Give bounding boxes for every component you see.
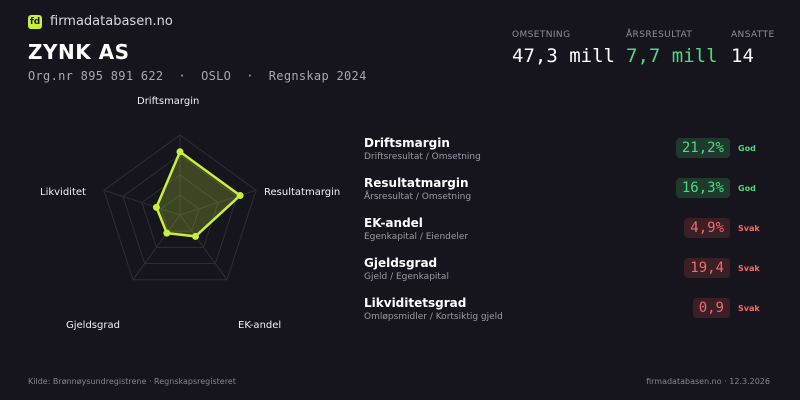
kpi-employees-label: ANSATTE — [731, 30, 775, 40]
radar-axis-label-gjeldsgrad: Gjeldsgrad — [66, 320, 120, 331]
brand[interactable]: fd firmadatabasen.no — [28, 14, 173, 29]
radar-ring — [141, 174, 219, 248]
metric-desc: Gjeld / Egenkapital — [364, 272, 449, 282]
radar-point-gjeldsgrad — [163, 229, 171, 237]
kpi-net-result: ÅRSRESULTAT 7,7 mill — [626, 30, 718, 67]
brand-header: fd firmadatabasen.no — [28, 14, 173, 29]
radar-ring — [103, 134, 257, 281]
radar-ring — [122, 154, 238, 265]
metric-status-badge: God — [738, 184, 756, 193]
footer-source: Kilde: Brønnøysundregistrene · Regnskaps… — [28, 377, 236, 386]
metric-title: Resultatmargin — [364, 176, 469, 190]
metric-title: Driftsmargin — [364, 136, 450, 150]
kpi-employees-value: 14 — [731, 45, 754, 67]
kpi-revenue: OMSETNING 47,3 mill — [512, 30, 615, 67]
metric-status-badge: Svak — [738, 304, 760, 313]
radar-point-ek-andel — [192, 232, 200, 240]
radar-axis-label-likviditet: Likviditet — [40, 187, 86, 198]
metric-title: Gjeldsgrad — [364, 256, 438, 270]
metric-desc: Omløpsmidler / Kortsiktig gjeld — [364, 312, 503, 322]
metric-desc: Egenkapital / Eiendeler — [364, 232, 469, 242]
metric-status-badge: Svak — [738, 224, 760, 233]
radar-spoke — [179, 214, 228, 281]
radar-axis-label-resultatmargin: Resultatmargin — [264, 187, 341, 198]
metric-value-badge: 21,2% — [675, 138, 730, 158]
metric-status-badge: Svak — [738, 264, 760, 273]
metric-value-badge: 19,4 — [684, 258, 730, 278]
kpi-employees: ANSATTE 14 — [731, 30, 775, 67]
radar-grid — [103, 134, 257, 281]
radar-spoke — [103, 189, 181, 216]
metric-row-ek-andel: EK-andel Egenkapital / Eiendeler — [364, 216, 468, 242]
metric-row-driftsmargin: Driftsmargin Driftsresultat / Omsetning — [364, 136, 481, 162]
radar-point-likviditet — [152, 203, 160, 211]
kpi-net-result-label: ÅRSRESULTAT — [626, 30, 693, 40]
radar-spoke — [132, 214, 181, 281]
kpi-net-result-value: 7,7 mill — [626, 45, 718, 67]
metric-status-badge: God — [738, 144, 756, 153]
kpi-revenue-value: 47,3 mill — [512, 45, 615, 67]
metric-value-badge: 4,9% — [684, 218, 730, 238]
radar-axis-label-ek-andel: EK-andel — [238, 320, 282, 331]
metric-desc: Driftsresultat / Omsetning — [364, 152, 481, 162]
metric-value-badge: 16,3% — [675, 178, 730, 198]
radar-spokes — [103, 135, 257, 281]
brand-name: firmadatabasen.no — [50, 14, 173, 29]
metric-row-gjeldsgrad: Gjeldsgrad Gjeld / Egenkapital — [364, 256, 449, 282]
metric-row-resultatmargin: Resultatmargin Årsresultat / Omsetning — [364, 176, 471, 202]
metric-title: EK-andel — [364, 216, 423, 230]
metric-value-badge: 0,9 — [692, 298, 730, 318]
metric-row-likviditetsgrad: Likviditetsgrad Omløpsmidler / Kortsikti… — [364, 296, 503, 322]
radar-area — [155, 150, 242, 238]
company-name: ZYNK AS — [28, 40, 130, 64]
radar-point-driftsmargin — [176, 148, 184, 156]
metric-desc: Årsresultat / Omsetning — [364, 192, 472, 202]
radar-axis-label-driftsmargin: Driftsmargin — [137, 96, 200, 107]
company-subline: Org.nr 895 891 622 · OSLO · Regnskap 202… — [28, 69, 367, 83]
kpi-revenue-label: OMSETNING — [512, 30, 571, 40]
radar-point-resultatmargin — [236, 191, 244, 199]
radar-ring — [160, 194, 200, 232]
radar-spoke — [179, 189, 257, 216]
metric-title: Likviditetsgrad — [364, 296, 467, 310]
brand-logo: fd — [28, 14, 42, 29]
radar-points — [152, 148, 244, 240]
footer-site-date[interactable]: firmadatabasen.no · 12.3.2026 — [646, 377, 770, 386]
